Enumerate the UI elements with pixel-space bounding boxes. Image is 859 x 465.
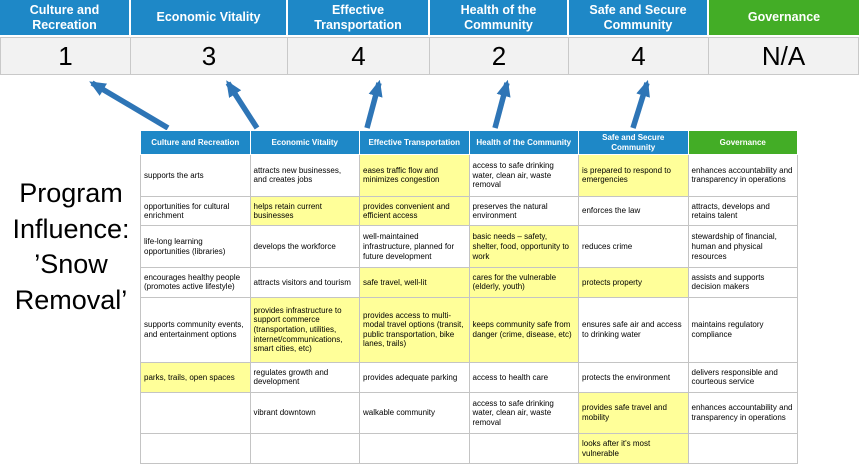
matrix-cell-highlighted: helps retain current businesses [249,195,360,227]
matrix-cell: develops the workforce [249,225,360,269]
matrix-cell: enhances accountability and transparency… [687,154,798,197]
matrix-header-culture-recreation: Culture and Recreation [140,129,251,156]
matrix-cell: delivers responsible and courteous servi… [687,361,798,393]
matrix-cell [468,433,579,464]
matrix-header-governance: Governance [687,129,798,156]
matrix-cell: regulates growth and development [249,361,360,393]
matrix-cell-highlighted: looks after it's most vulnerable [578,433,689,464]
matrix-header-row: Culture and Recreation Economic Vitality… [140,129,798,156]
matrix-cell: encourages healthy people (promotes acti… [140,267,251,298]
matrix-cell-highlighted: provides infrastructure to support comme… [249,296,360,363]
matrix-cell: assists and supports decision makers [687,267,798,298]
score-economic-vitality: 3 [131,37,288,75]
program-title: Program Influence: ’Snow Removal’ [0,176,142,319]
arrow-icon [89,80,170,131]
matrix-cell-highlighted: provides convenient and efficient access [359,195,470,227]
arrow-icon [225,80,260,130]
matrix-cell: provides adequate parking [359,361,470,393]
matrix-cell: maintains regulatory compliance [687,296,798,363]
matrix-cell: enhances accountability and transparency… [687,391,798,435]
matrix-cell-highlighted: provides safe travel and mobility [578,391,689,435]
matrix-cell: enforces the law [578,195,689,227]
matrix-cell-highlighted: parks, trails, open spaces [140,361,251,393]
matrix-cell: opportunities for cultural enrichment [140,195,251,227]
score-arrows [89,79,650,131]
banner-header-economic-vitality: Economic Vitality [131,0,288,37]
matrix-row: opportunities for cultural enrichment hel… [140,195,798,227]
matrix-cell [140,433,251,464]
matrix-cell: preserves the natural environment [468,195,579,227]
matrix-cell: attracts, develops and retains talent [687,195,798,227]
matrix-cell [687,433,798,464]
banner-header-health-community: Health of the Community [430,0,569,37]
matrix-header-safe-secure-community: Safe and Secure Community [578,129,689,156]
matrix-row: parks, trails, open spaces regulates grow… [140,361,798,393]
banner-header-safe-secure-community: Safe and Secure Community [569,0,709,37]
matrix-row: vibrant downtown walkable community access… [140,391,798,435]
matrix-cell: access to safe drinking water, clean air… [468,391,579,435]
matrix-cell: attracts new businesses, and creates job… [249,154,360,197]
matrix-cell-highlighted: is prepared to respond to emergencies [578,154,689,197]
banner-header-governance: Governance [709,0,859,37]
matrix-cell-highlighted: provides access to multi-modal travel op… [359,296,470,363]
matrix-cell: reduces crime [578,225,689,269]
influence-matrix: Culture and Recreation Economic Vitality… [140,129,798,464]
matrix-cell-highlighted: protects property [578,267,689,298]
score-effective-transportation: 4 [288,37,430,75]
matrix-cell: supports the arts [140,154,251,197]
title-line: Removal’ [14,284,128,315]
matrix-cell [359,433,470,464]
matrix-cell: access to health care [468,361,579,393]
scoreboard: Culture and Recreation Economic Vitality… [0,0,859,75]
matrix-cell: stewardship of financial, human and phys… [687,225,798,269]
matrix-row: encourages healthy people (promotes acti… [140,267,798,298]
matrix-row: life-long learning opportunities (librar… [140,225,798,269]
matrix-cell: well-maintained infrastructure, planned … [359,225,470,269]
title-line: Program [19,178,123,208]
score-safe-secure-community: 4 [569,37,709,75]
title-line: ’Snow [34,249,108,280]
matrix-cell: ensures safe air and access to drinking … [578,296,689,363]
matrix-cell-highlighted: eases traffic flow and minimizes congest… [359,154,470,197]
arrow-icon [492,79,511,129]
matrix-header-health-community: Health of the Community [468,129,579,156]
arrow-icon [364,79,383,129]
matrix-cell: walkable community [359,391,470,435]
matrix-cell: life-long learning opportunities (librar… [140,225,251,269]
matrix-header-effective-transportation: Effective Transportation [359,129,470,156]
matrix-cell-highlighted: keeps community safe from danger (crime,… [468,296,579,363]
matrix-row: looks after it's most vulnerable [140,433,798,464]
matrix-body: supports the arts attracts new businesses… [140,154,798,464]
matrix-cell-highlighted: safe travel, well-lit [359,267,470,298]
matrix-cell-highlighted: basic needs – safety, shelter, food, opp… [468,225,579,269]
matrix-cell [249,433,360,464]
matrix-cell: access to safe drinking water, clean air… [468,154,579,197]
banner-header-culture-recreation: Culture and Recreation [0,0,131,37]
title-line: Influence: [12,213,130,244]
score-governance: N/A [709,37,859,75]
arrow-icon [630,79,650,129]
matrix-cell: supports community events, and entertain… [140,296,251,363]
matrix-row: supports community events, and entertain… [140,296,798,363]
banner-header-effective-transportation: Effective Transportation [288,0,430,37]
matrix-cell [140,391,251,435]
matrix-cell: vibrant downtown [249,391,360,435]
matrix-row: supports the arts attracts new businesses… [140,154,798,197]
matrix-cell: protects the environment [578,361,689,393]
matrix-header-economic-vitality: Economic Vitality [249,129,360,156]
score-culture-recreation: 1 [0,37,131,75]
matrix-cell-highlighted: cares for the vulnerable (elderly, youth… [468,267,579,298]
matrix-cell: attracts visitors and tourism [249,267,360,298]
score-health-community: 2 [430,37,569,75]
